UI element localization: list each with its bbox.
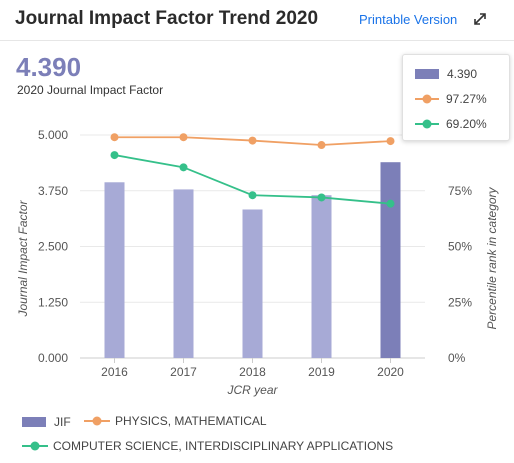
jif-bar [380, 162, 401, 358]
physics-point [110, 133, 119, 142]
legend-cs-label: COMPUTER SCIENCE, INTERDISCIPLINARY APPL… [53, 439, 394, 453]
legend-cs-swatch [22, 441, 48, 451]
y-right-tick-label: 75% [448, 184, 472, 198]
physics-point [386, 137, 395, 146]
physics-point [179, 133, 188, 142]
tooltip-jif-swatch [415, 69, 439, 79]
jif-label: 2020 Journal Impact Factor [17, 83, 164, 97]
jif-bar [311, 195, 332, 358]
legend-physics-swatch [84, 416, 111, 426]
y-right-axis-title: Percentile rank in category [485, 186, 499, 329]
y-tick-label: 1.250 [38, 295, 68, 309]
tooltip-row-cs: 69.20% [415, 117, 487, 131]
y-tick-label: 5.000 [38, 128, 68, 142]
tooltip-physics-value: 97.27% [446, 92, 487, 106]
tooltip-row-physics: 97.27% [415, 92, 487, 106]
tooltip-cs-value: 69.20% [446, 117, 487, 131]
x-tick-label: 2020 [377, 365, 404, 379]
legend-item-physics[interactable]: PHYSICS, MATHEMATICAL [84, 414, 267, 428]
page-title: Journal Impact Factor Trend 2020 [15, 8, 319, 29]
y-right-tick-label: 25% [448, 295, 472, 309]
legend-jif-swatch [22, 417, 46, 427]
x-axis-title: JCR year [226, 383, 278, 397]
cs-point [179, 163, 188, 172]
tooltip-physics-swatch [415, 94, 439, 104]
tooltip-row-jif: 4.390 [415, 67, 477, 81]
jif-bar [173, 189, 194, 358]
cs-point [248, 191, 257, 200]
y-tick-label: 3.750 [38, 184, 68, 198]
cs-point [110, 151, 119, 160]
cs-point [386, 199, 395, 208]
y-tick-label: 2.500 [38, 240, 68, 254]
printable-version-link[interactable]: Printable Version [359, 12, 458, 27]
chart-header: Journal Impact Factor Trend 2020 Printab… [0, 0, 514, 41]
x-tick-label: 2018 [239, 365, 266, 379]
legend-item-cs[interactable]: COMPUTER SCIENCE, INTERDISCIPLINARY APPL… [22, 439, 393, 453]
jif-bar [104, 182, 125, 358]
x-tick-label: 2016 [101, 365, 128, 379]
y-tick-label: 0.000 [38, 351, 68, 365]
chart-tooltip: 4.390 97.27% 69.20% [402, 54, 510, 141]
physics-point [317, 141, 326, 150]
x-tick-label: 2017 [170, 365, 197, 379]
jif-bar [242, 209, 263, 358]
cs-point [317, 193, 326, 202]
physics-point [248, 136, 257, 145]
y-right-tick-label: 0% [448, 351, 466, 365]
tooltip-cs-swatch [415, 119, 439, 129]
tooltip-jif-value: 4.390 [447, 67, 478, 81]
y-right-tick-label: 50% [448, 240, 472, 254]
jif-value: 4.390 [16, 52, 82, 82]
x-tick-label: 2019 [308, 365, 335, 379]
legend-item-jif[interactable]: JIF [22, 415, 71, 429]
legend-jif-label: JIF [54, 415, 71, 429]
chart-legend-row-2: COMPUTER SCIENCE, INTERDISCIPLINARY APPL… [22, 439, 403, 455]
chart-legend: JIF PHYSICS, MATHEMATICAL [22, 414, 277, 430]
expand-arrows-icon[interactable] [470, 9, 490, 29]
legend-physics-label: PHYSICS, MATHEMATICAL [115, 414, 267, 428]
y-axis-title: Journal Impact Factor [16, 199, 30, 317]
